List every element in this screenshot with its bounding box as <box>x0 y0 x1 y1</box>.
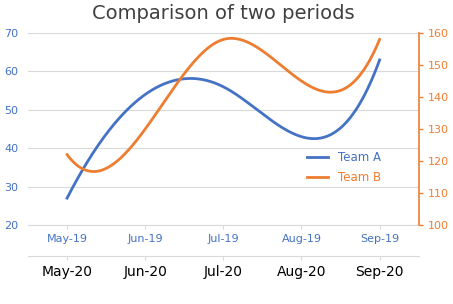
Title: Comparison of two periods: Comparison of two periods <box>92 4 355 23</box>
Legend: Team A, Team B: Team A, Team B <box>302 146 386 189</box>
